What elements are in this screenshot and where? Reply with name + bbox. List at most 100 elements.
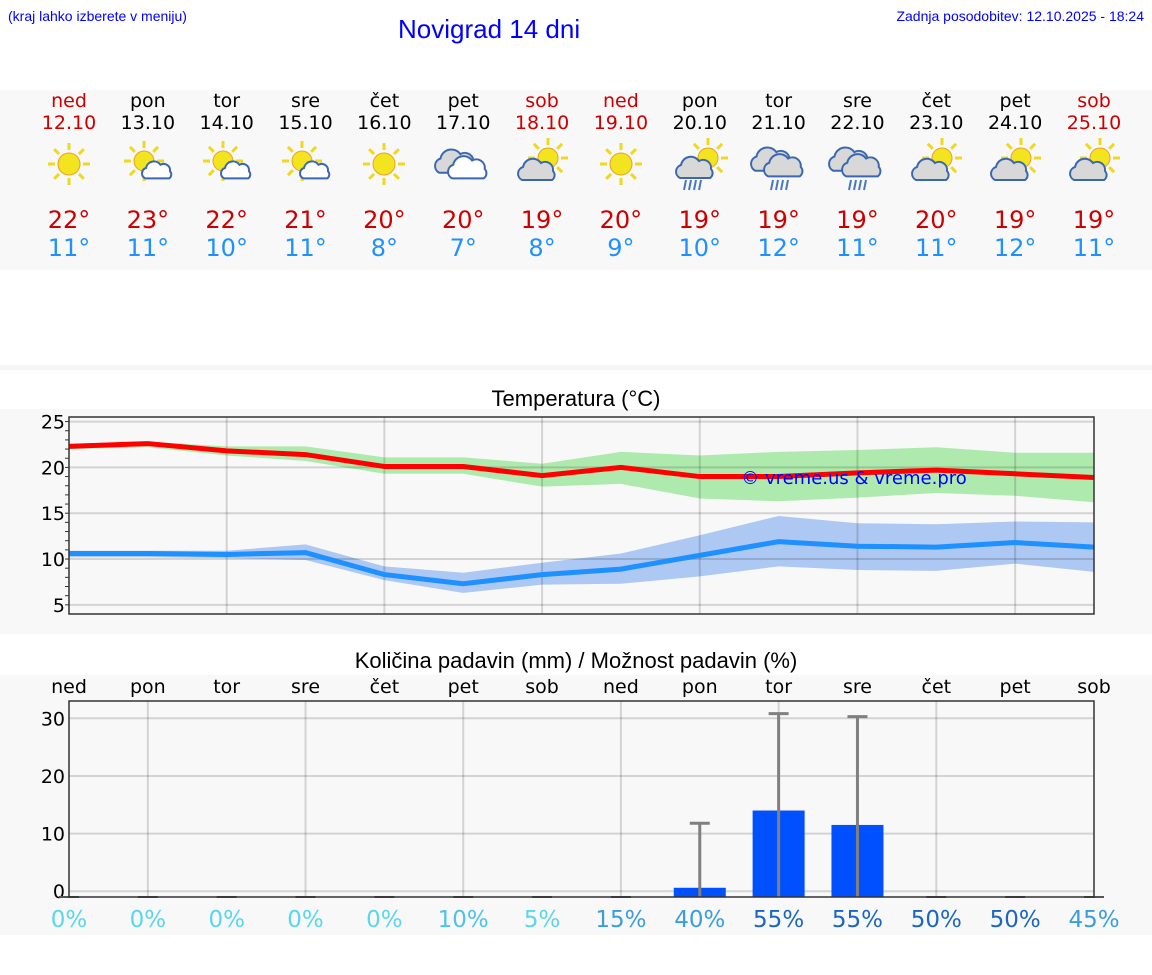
day-date: 22.10 bbox=[830, 112, 885, 134]
max-temp: 22° bbox=[47, 206, 91, 234]
min-temp: 12° bbox=[993, 234, 1037, 262]
forecast-strip bbox=[0, 90, 1152, 270]
sun-icon bbox=[30, 134, 108, 196]
day-column: sre 15.10 21° 11° bbox=[267, 90, 345, 262]
sun-small-cloud-icon bbox=[188, 134, 266, 196]
day-column: sob 18.10 19° 8° bbox=[503, 90, 581, 262]
day-name: sob bbox=[525, 90, 559, 112]
day-date: 14.10 bbox=[199, 112, 254, 134]
temperature-chart-title: Temperatura (°C) bbox=[491, 386, 661, 411]
y-tick-label: 25 bbox=[41, 412, 65, 434]
x-category-label: pet bbox=[1000, 676, 1031, 698]
min-temp: 8° bbox=[370, 234, 399, 262]
day-name: pon bbox=[681, 90, 718, 112]
cloudy-icon bbox=[424, 134, 502, 196]
max-temp: 20° bbox=[363, 206, 406, 234]
max-temp: 20° bbox=[915, 206, 958, 234]
min-temp: 11° bbox=[126, 234, 170, 262]
x-category-label: čet bbox=[922, 676, 952, 698]
min-temp: 7° bbox=[449, 234, 477, 262]
day-name: ned bbox=[603, 90, 639, 112]
day-column: sre 22.10 19° 11° bbox=[818, 90, 896, 262]
day-name: sob bbox=[1077, 90, 1111, 112]
rain-icon bbox=[740, 134, 818, 196]
min-temp: 11° bbox=[915, 234, 958, 262]
x-category-label: sre bbox=[843, 676, 872, 698]
day-date: 17.10 bbox=[436, 112, 491, 134]
sun-rain-icon bbox=[661, 134, 739, 196]
min-temp: 11° bbox=[284, 234, 327, 262]
max-temp: 20° bbox=[441, 206, 485, 234]
x-category-label: ned bbox=[51, 676, 87, 698]
min-temp: 11° bbox=[836, 234, 879, 262]
max-temp: 19° bbox=[757, 206, 800, 234]
day-date: 12.10 bbox=[41, 112, 97, 134]
precip-probability: 55% bbox=[832, 907, 883, 933]
max-temp: 19° bbox=[836, 206, 879, 234]
last-updated: Zadnja posodobitev: 12.10.2025 - 18:24 bbox=[896, 8, 1144, 24]
precip-probability: 0% bbox=[208, 907, 245, 933]
precip-probability: 50% bbox=[990, 907, 1041, 933]
precip-probability: 0% bbox=[130, 907, 167, 933]
day-name: čet bbox=[921, 90, 952, 112]
y-tick-label: 10 bbox=[41, 549, 65, 571]
day-date: 25.10 bbox=[1066, 112, 1122, 134]
max-temp: 19° bbox=[520, 206, 564, 234]
y-tick-label: 5 bbox=[53, 595, 65, 617]
day-date: 24.10 bbox=[987, 112, 1043, 134]
day-column: pon 13.10 23° 11° bbox=[109, 90, 187, 262]
day-column: pon 20.10 19° 10° bbox=[661, 90, 739, 262]
precip-probability: 40% bbox=[674, 907, 725, 933]
precip-probability: 10% bbox=[438, 907, 489, 933]
day-date: 13.10 bbox=[120, 112, 176, 134]
min-temp: 8° bbox=[528, 234, 556, 262]
watermark: © vreme.us & vreme.pro bbox=[741, 468, 967, 489]
partly-cloudy-icon bbox=[503, 134, 581, 196]
day-column: tor 21.10 19° 12° bbox=[740, 90, 818, 262]
day-date: 16.10 bbox=[357, 112, 412, 134]
day-column: čet 16.10 20° 8° bbox=[345, 90, 423, 262]
day-date: 19.10 bbox=[593, 112, 649, 134]
x-category-label: tor bbox=[765, 676, 792, 698]
day-name: sre bbox=[291, 90, 321, 112]
day-name: pet bbox=[999, 90, 1031, 112]
max-temp: 23° bbox=[126, 206, 170, 234]
partly-cloudy-icon bbox=[897, 134, 975, 196]
precip-probability: 5% bbox=[524, 907, 561, 933]
day-column: pet 24.10 19° 12° bbox=[976, 90, 1054, 262]
y-tick-label: 10 bbox=[41, 824, 65, 846]
day-name: pet bbox=[447, 90, 479, 112]
max-temp: 20° bbox=[599, 206, 643, 234]
sun-small-cloud-icon bbox=[109, 134, 187, 196]
min-temp: 10° bbox=[678, 234, 722, 262]
day-column: pet 17.10 20° 7° bbox=[424, 90, 502, 262]
precip-probability: 0% bbox=[366, 907, 403, 933]
day-name: čet bbox=[369, 90, 400, 112]
day-name: pon bbox=[129, 90, 166, 112]
y-tick-label: 30 bbox=[41, 708, 65, 730]
precip-probability: 50% bbox=[911, 907, 962, 933]
min-temp: 11° bbox=[47, 234, 91, 262]
x-category-label: sre bbox=[291, 676, 320, 698]
precip-probability: 15% bbox=[595, 907, 646, 933]
max-temp: 21° bbox=[284, 206, 327, 234]
plot-area bbox=[69, 701, 1094, 897]
plot-border bbox=[68, 416, 1095, 615]
y-tick-label: 20 bbox=[41, 766, 65, 788]
day-date: 23.10 bbox=[909, 112, 964, 134]
precip-probability: 55% bbox=[753, 907, 804, 933]
x-category-label: sob bbox=[1077, 676, 1111, 698]
location-hint: (kraj lahko izberete v meniju) bbox=[8, 8, 187, 24]
rain-icon bbox=[818, 134, 896, 196]
x-category-label: sob bbox=[525, 676, 559, 698]
sun-icon bbox=[345, 134, 423, 196]
x-category-label: tor bbox=[213, 676, 240, 698]
min-temp: 12° bbox=[757, 234, 800, 262]
min-range-band bbox=[69, 515, 1094, 593]
min-temp-line bbox=[69, 539, 1095, 587]
x-category-label: ned bbox=[603, 676, 639, 698]
precip-probability: 45% bbox=[1068, 907, 1119, 933]
day-column: ned 12.10 22° 11° bbox=[30, 90, 108, 262]
sun-icon bbox=[582, 134, 660, 196]
